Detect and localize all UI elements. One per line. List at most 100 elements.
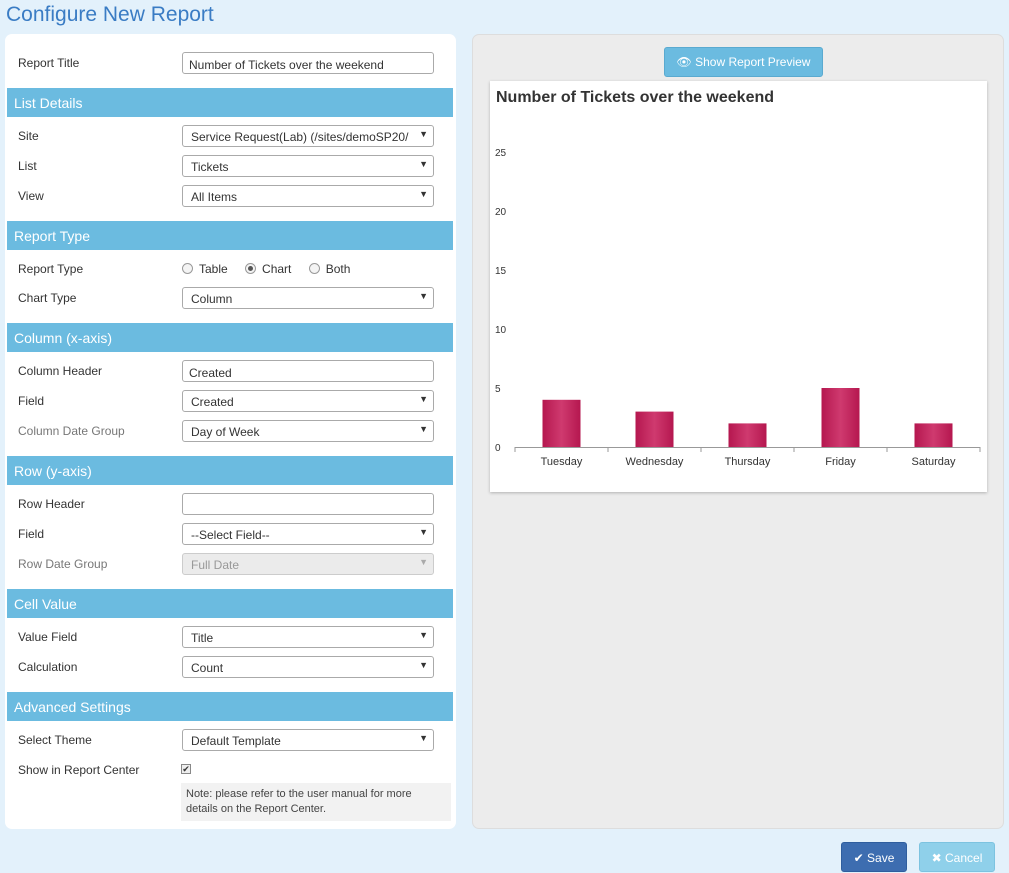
calculation-select[interactable]: Count ▼: [182, 656, 434, 678]
bar-wednesday: [635, 411, 674, 447]
show-report-preview-button[interactable]: 👁 Show Report Preview: [664, 47, 823, 77]
report-type-row: Report Type Table Chart Both: [5, 258, 456, 282]
chevron-down-icon: ▼: [419, 189, 428, 199]
preview-panel: 👁 Show Report Preview Number of Tickets …: [472, 34, 1004, 829]
radio-both-label[interactable]: Both: [325, 262, 351, 276]
radio-chart-label[interactable]: Chart: [262, 262, 292, 276]
site-label: Site: [18, 129, 39, 143]
view-label: View: [18, 189, 44, 203]
x-tick-label: Wednesday: [626, 456, 684, 468]
row-header-input[interactable]: [182, 493, 434, 515]
site-select[interactable]: Service Request(Lab) (/sites/demoSP20/ ▼: [182, 125, 434, 147]
section-column-x-axis: Column (x-axis): [7, 323, 453, 352]
x-tick-label: Tuesday: [541, 456, 583, 468]
row-field-row: Field --Select Field-- ▼: [5, 523, 456, 547]
column-field-label: Field: [18, 394, 45, 408]
y-tick-label: 5: [495, 384, 501, 395]
report-config-form: Report Title List Details Site Service R…: [5, 34, 456, 829]
x-tick-label: Friday: [825, 456, 856, 468]
chevron-down-icon: ▼: [419, 424, 428, 434]
column-header-label: Column Header: [18, 364, 103, 378]
save-button[interactable]: ✔ Save: [841, 842, 907, 872]
bar-saturday: [914, 423, 953, 447]
row-date-group-select: Full Date ▼: [182, 553, 434, 575]
column-date-group-row: Column Date Group Day of Week ▼: [5, 420, 456, 444]
column-header-row: Column Header: [5, 360, 456, 384]
check-icon: ✔: [182, 764, 190, 774]
section-cell-value: Cell Value: [7, 589, 453, 618]
list-select-value: Tickets: [191, 160, 229, 174]
radio-both[interactable]: [308, 263, 320, 274]
list-row: List Tickets ▼: [5, 155, 456, 179]
column-chart: 0 5 10 15 20 25 Tuesday Wednesday Thursday Friday…: [495, 148, 981, 468]
section-advanced-settings: Advanced Settings: [7, 692, 453, 721]
chart-title: Number of Tickets over the weekend: [496, 89, 775, 106]
chart-card: Number of Tickets over the weekend 0 5 10 1…: [490, 81, 987, 492]
row-header-label: Row Header: [18, 497, 85, 511]
value-field-label: Value Field: [18, 630, 78, 644]
value-field-select[interactable]: Title ▼: [182, 626, 434, 648]
list-label: List: [18, 159, 37, 173]
radio-chart[interactable]: [245, 263, 257, 274]
site-select-value: Service Request(Lab) (/sites/demoSP20/: [191, 130, 409, 144]
theme-select[interactable]: Default Template ▼: [182, 729, 434, 751]
row-date-group-label: Row Date Group: [18, 557, 108, 571]
column-date-group-select-value: Day of Week: [191, 425, 260, 439]
chevron-down-icon: ▼: [419, 159, 428, 169]
close-icon: ✖: [931, 851, 942, 865]
section-row-y-axis: Row (y-axis): [7, 456, 453, 485]
chevron-down-icon: ▼: [419, 394, 428, 404]
row-field-select-value: --Select Field--: [191, 528, 270, 542]
chart-type-select[interactable]: Column ▼: [182, 287, 434, 309]
calculation-select-value: Count: [191, 661, 224, 675]
view-select-value: All Items: [191, 190, 238, 204]
chart-type-row: Chart Type Column ▼: [5, 287, 456, 311]
calculation-label: Calculation: [18, 660, 78, 674]
cancel-button[interactable]: ✖ Cancel: [919, 842, 995, 872]
column-field-select[interactable]: Created ▼: [182, 390, 434, 412]
y-tick-label: 20: [495, 207, 507, 218]
section-list-details: List Details: [7, 88, 453, 117]
column-header-input[interactable]: [182, 360, 434, 382]
report-title-input[interactable]: [182, 52, 434, 74]
column-field-row: Field Created ▼: [5, 390, 456, 414]
chevron-down-icon: ▼: [419, 630, 428, 640]
theme-select-value: Default Template: [191, 734, 281, 748]
chart-type-select-value: Column: [191, 292, 233, 306]
chevron-down-icon: ▼: [419, 557, 428, 567]
chevron-down-icon: ▼: [419, 527, 428, 537]
radio-table-label[interactable]: Table: [199, 262, 228, 276]
row-field-label: Field: [18, 527, 45, 541]
report-center-checkbox[interactable]: ✔: [181, 764, 191, 774]
show-report-preview-label: Show Report Preview: [695, 55, 811, 69]
eye-icon: 👁: [676, 55, 692, 69]
radio-table[interactable]: [182, 263, 193, 274]
report-title-label: Report Title: [18, 56, 80, 70]
section-report-type: Report Type: [7, 221, 453, 250]
view-row: View All Items ▼: [5, 185, 456, 209]
site-row: Site Service Request(Lab) (/sites/demoSP…: [5, 125, 456, 149]
save-button-label: Save: [867, 851, 895, 865]
chart-type-label: Chart Type: [18, 291, 77, 305]
check-icon: ✔: [853, 851, 864, 865]
list-select[interactable]: Tickets ▼: [182, 155, 434, 177]
calculation-row: Calculation Count ▼: [5, 656, 456, 680]
report-center-label: Show in Report Center: [18, 763, 140, 777]
bar-thursday: [728, 423, 767, 447]
report-type-radio-group: Table Chart Both: [182, 262, 364, 276]
row-date-group-row: Row Date Group Full Date ▼: [5, 553, 456, 577]
y-tick-label: 15: [495, 266, 507, 277]
view-select[interactable]: All Items ▼: [182, 185, 434, 207]
row-date-group-select-value: Full Date: [191, 558, 240, 572]
chevron-down-icon: ▼: [419, 129, 428, 139]
x-tick-label: Thursday: [725, 456, 771, 468]
row-field-select[interactable]: --Select Field-- ▼: [182, 523, 434, 545]
cancel-button-label: Cancel: [945, 851, 983, 865]
bar-friday: [821, 388, 860, 447]
page-title: Configure New Report: [6, 3, 214, 26]
column-date-group-select[interactable]: Day of Week ▼: [182, 420, 434, 442]
report-title-row: Report Title: [5, 52, 456, 76]
row-header-row: Row Header: [5, 493, 456, 517]
y-tick-label: 25: [495, 148, 507, 159]
bar-tuesday: [542, 399, 581, 447]
